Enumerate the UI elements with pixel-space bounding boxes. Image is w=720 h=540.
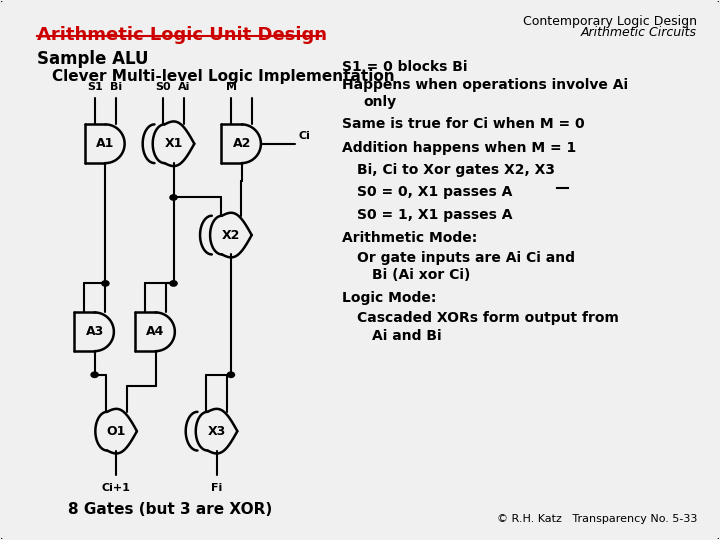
Text: S0 = 1, X1 passes A: S0 = 1, X1 passes A <box>357 208 513 222</box>
Text: Arithmetic Mode:: Arithmetic Mode: <box>342 231 477 245</box>
Text: Logic Mode:: Logic Mode: <box>342 292 436 306</box>
Text: Contemporary Logic Design: Contemporary Logic Design <box>523 15 697 28</box>
Text: Ai and Bi: Ai and Bi <box>372 328 442 342</box>
Text: Bi (Ai xor Ci): Bi (Ai xor Ci) <box>372 268 471 282</box>
Circle shape <box>170 195 177 200</box>
Text: O1: O1 <box>107 424 126 437</box>
Text: Addition happens when M = 1: Addition happens when M = 1 <box>342 141 576 155</box>
Circle shape <box>91 372 98 377</box>
Text: Cascaded XORs form output from: Cascaded XORs form output from <box>357 312 619 326</box>
Text: S1 = 0 blocks Bi: S1 = 0 blocks Bi <box>342 60 467 75</box>
Text: A4: A4 <box>146 325 165 338</box>
Text: Bi: Bi <box>109 82 122 92</box>
Text: Arithmetic Circuits: Arithmetic Circuits <box>581 25 697 38</box>
Text: © R.H. Katz   Transparency No. 5-33: © R.H. Katz Transparency No. 5-33 <box>497 514 697 524</box>
Text: Same is true for Ci when M = 0: Same is true for Ci when M = 0 <box>342 117 585 131</box>
Text: Ai: Ai <box>178 82 190 92</box>
Text: Ci: Ci <box>298 131 310 141</box>
Text: Happens when operations involve Ai: Happens when operations involve Ai <box>342 78 628 92</box>
Text: Sample ALU: Sample ALU <box>37 50 149 68</box>
Text: Fi: Fi <box>211 483 222 492</box>
Text: 8 Gates (but 3 are XOR): 8 Gates (but 3 are XOR) <box>68 502 272 517</box>
Text: X3: X3 <box>207 424 225 437</box>
Text: M: M <box>226 82 237 92</box>
Text: X1: X1 <box>164 137 183 150</box>
Text: Ci+1: Ci+1 <box>102 483 130 492</box>
Text: A2: A2 <box>233 137 251 150</box>
Text: Arithmetic Logic Unit Design: Arithmetic Logic Unit Design <box>37 25 328 44</box>
Text: Or gate inputs are Ai Ci and: Or gate inputs are Ai Ci and <box>357 251 575 265</box>
Text: only: only <box>364 95 397 109</box>
Circle shape <box>102 281 109 286</box>
Circle shape <box>170 281 177 286</box>
Text: A3: A3 <box>86 325 104 338</box>
Text: S0: S0 <box>156 82 171 92</box>
Text: Bi, Ci to Xor gates X2, X3: Bi, Ci to Xor gates X2, X3 <box>357 163 555 177</box>
Circle shape <box>228 372 235 377</box>
Text: Clever Multi-level Logic Implementation: Clever Multi-level Logic Implementation <box>52 69 395 84</box>
Text: A1: A1 <box>96 137 114 150</box>
Text: X2: X2 <box>222 228 240 241</box>
Text: S1: S1 <box>87 82 103 92</box>
Text: S0 = 0, X1 passes A: S0 = 0, X1 passes A <box>357 185 513 199</box>
